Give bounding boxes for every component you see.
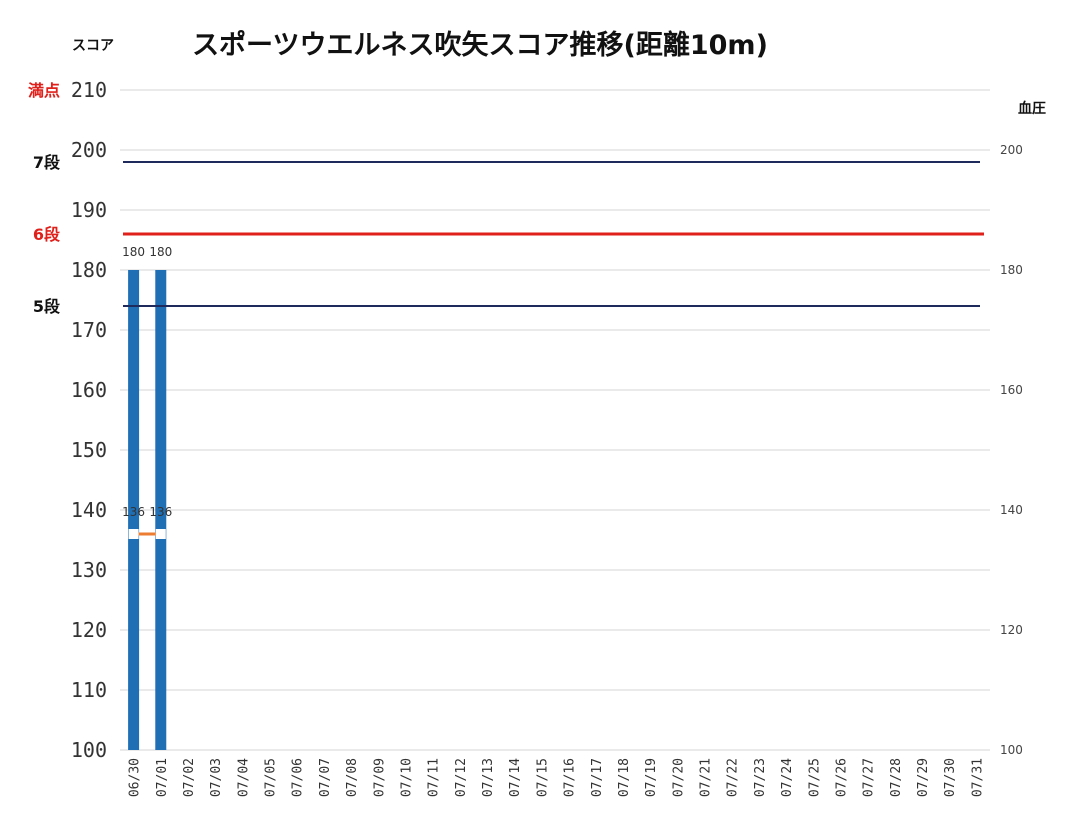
y-tick-label: 210 (71, 78, 107, 102)
x-tick-label: 07/17 (590, 758, 605, 797)
y-tick-label: 180 (71, 258, 107, 282)
x-tick-label: 07/25 (807, 758, 822, 797)
reference-line-label: 5段 (33, 297, 61, 316)
x-tick-label: 07/08 (345, 758, 360, 797)
line-data-label: 136 (122, 505, 145, 519)
line-label-bg (128, 529, 139, 539)
y-tick-label: 140 (71, 498, 107, 522)
line-data-label: 136 (149, 505, 172, 519)
x-tick-label: 07/16 (563, 758, 578, 797)
x-tick-labels: 06/30 07/01 07/02 07/03 07/04 07/05 07/06 07/07… (128, 758, 986, 797)
x-tick-label: 07/29 (916, 758, 931, 797)
reference-line-label: 満点 (28, 81, 60, 100)
y-tick-label: 100 (71, 738, 107, 762)
y-tick-label: 160 (71, 378, 107, 402)
x-tick-label: 07/22 (726, 758, 741, 797)
x-tick-label: 07/19 (644, 758, 659, 797)
gridlines (120, 89, 990, 751)
bar-data-label: 180 (149, 245, 172, 259)
y2-tick-label: 200 (1000, 143, 1023, 157)
x-tick-label: 07/02 (182, 758, 197, 797)
x-tick-label: 07/06 (291, 758, 306, 797)
bar-data-label: 180 (122, 245, 145, 259)
y2-tick-labels: 100 120 140 160 180 200 (1000, 143, 1023, 757)
y2-tick-label: 160 (1000, 383, 1023, 397)
x-tick-label: 07/18 (617, 758, 632, 797)
y-tick-label: 200 (71, 138, 107, 162)
x-tick-label: 07/13 (481, 758, 496, 797)
x-tick-label: 07/24 (780, 758, 795, 797)
y-tick-label: 130 (71, 558, 107, 582)
reference-line-label: 6段 (33, 225, 61, 244)
y-tick-label: 170 (71, 318, 107, 342)
y2-tick-label: 100 (1000, 743, 1023, 757)
y-tick-label: 120 (71, 618, 107, 642)
y2-tick-label: 180 (1000, 263, 1023, 277)
x-tick-label: 07/23 (753, 758, 768, 797)
x-tick-label: 07/03 (209, 758, 224, 797)
x-tick-label: 07/30 (943, 758, 958, 797)
chart-title: スポーツウエルネス吹矢スコア推移(距離10m) (192, 29, 768, 61)
x-tick-label: 07/20 (671, 758, 686, 797)
reference-line-label: 7段 (33, 153, 61, 172)
y-tick-label: 190 (71, 198, 107, 222)
y-tick-label: 110 (71, 678, 107, 702)
x-tick-label: 07/28 (889, 758, 904, 797)
x-tick-label: 07/05 (264, 758, 279, 797)
data-labels: 180 180 136 136 (122, 245, 172, 539)
y2-tick-label: 140 (1000, 503, 1023, 517)
x-tick-label: 07/04 (236, 758, 251, 797)
x-tick-label: 07/01 (155, 758, 170, 797)
x-tick-label: 07/14 (508, 758, 523, 797)
x-tick-label: 07/15 (535, 758, 550, 797)
x-tick-label: 07/07 (318, 758, 333, 797)
y2-tick-label: 120 (1000, 623, 1023, 637)
x-tick-label: 06/30 (128, 758, 143, 797)
x-tick-label: 07/11 (427, 758, 442, 797)
y-tick-labels: 100 110 120 130 140 150 160 170 180 190 200 210 (71, 78, 107, 762)
bar (128, 270, 140, 750)
y2-axis-title: 血圧 (1018, 100, 1046, 117)
x-tick-label: 07/10 (399, 758, 414, 797)
bar (155, 270, 167, 750)
y-tick-label: 150 (71, 438, 107, 462)
y-axis-title: スコア (72, 38, 114, 54)
bars (128, 270, 167, 750)
x-tick-label: 07/09 (372, 758, 387, 797)
x-tick-label: 07/31 (970, 758, 985, 797)
x-tick-label: 07/26 (834, 758, 849, 797)
x-tick-label: 07/12 (454, 758, 469, 797)
x-tick-label: 07/21 (699, 758, 714, 797)
reference-lines: 満点 7段 6段 5段 (28, 81, 984, 316)
line-label-bg (155, 529, 166, 539)
x-tick-label: 07/27 (862, 758, 877, 797)
